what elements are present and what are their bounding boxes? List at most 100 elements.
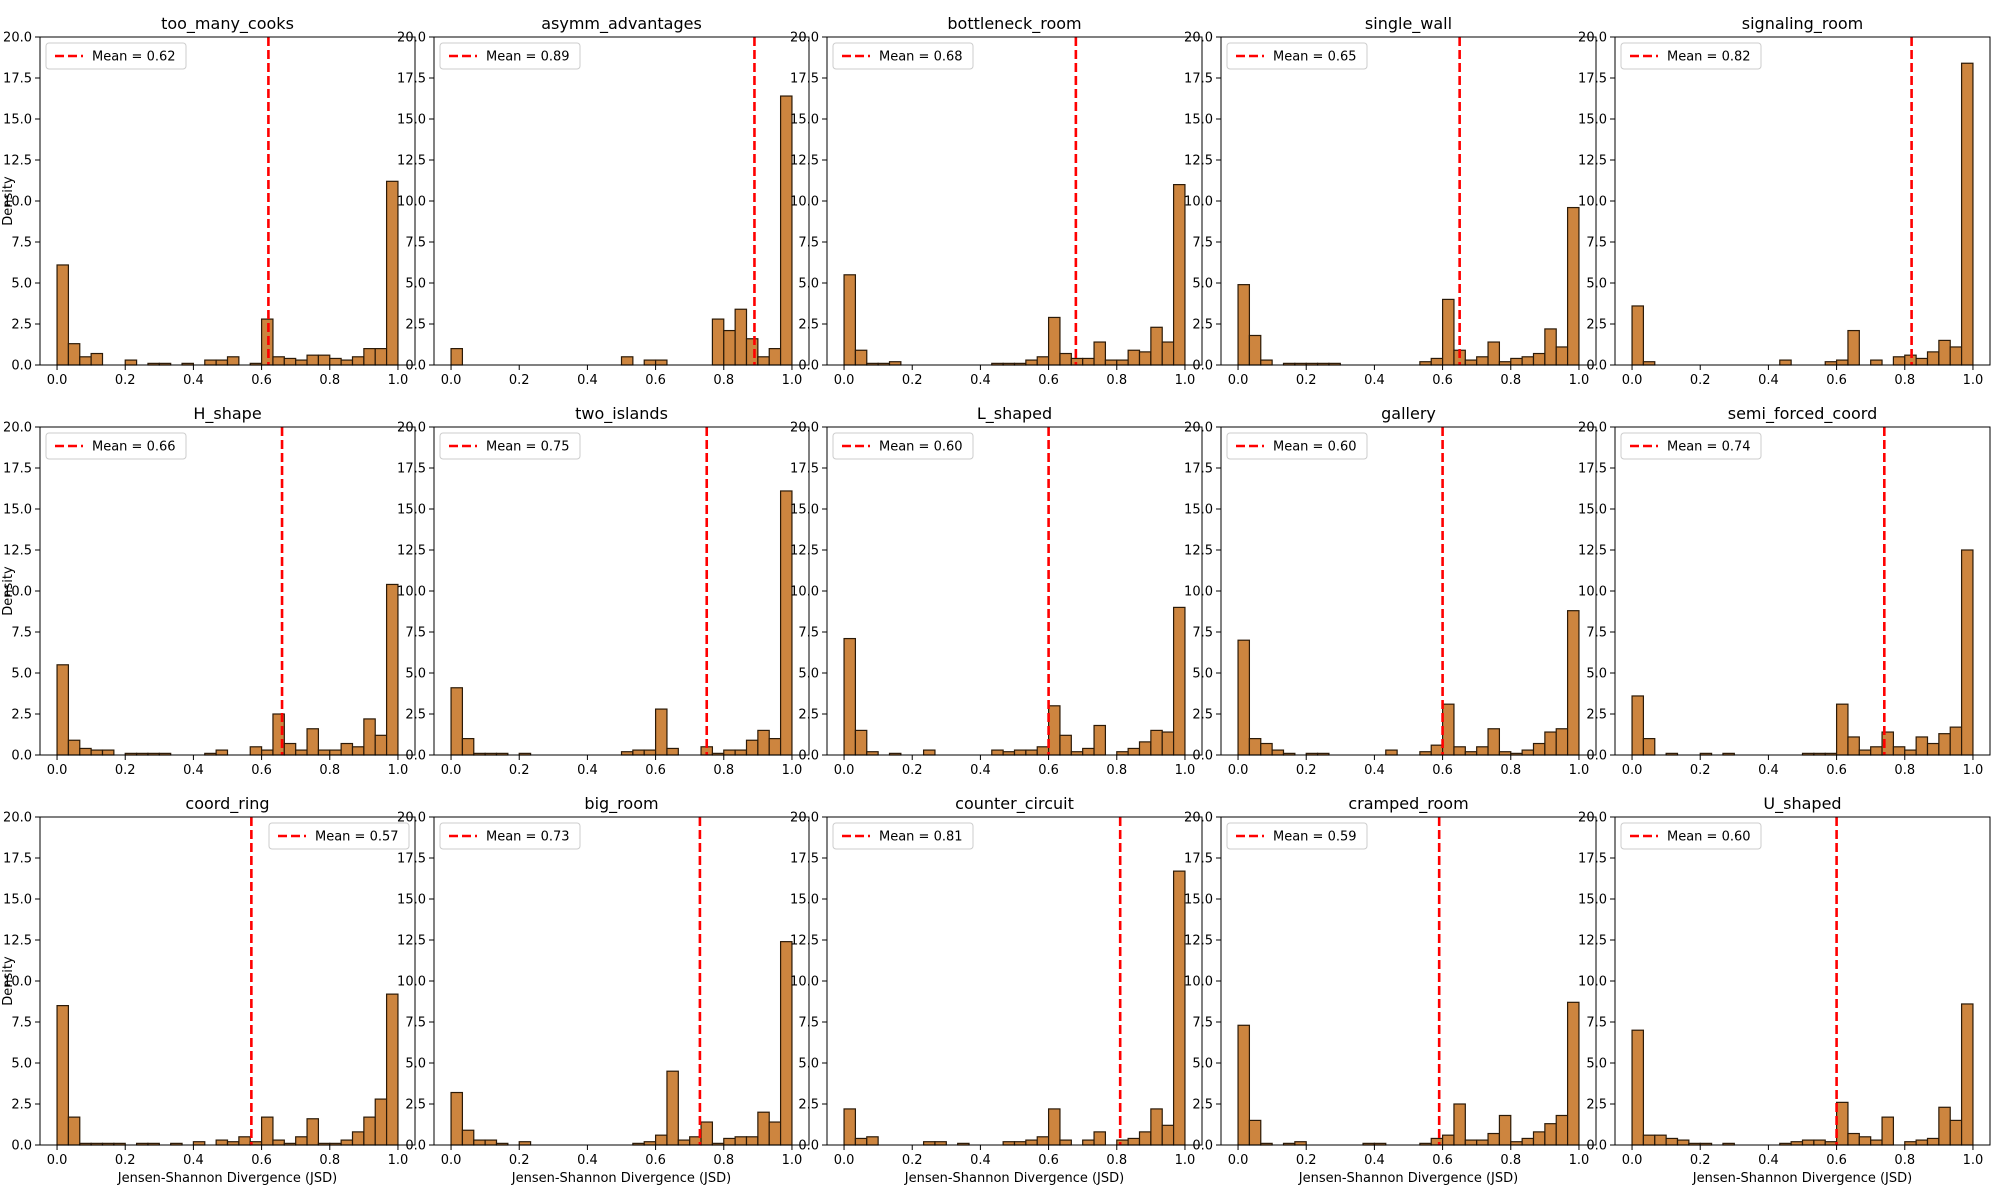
histogram-bar xyxy=(768,737,782,756)
y-tick-label: 15.0 xyxy=(3,113,32,128)
legend-label: Mean = 0.60 xyxy=(879,440,963,455)
histogram-bar xyxy=(1915,1139,1929,1146)
histogram-bar xyxy=(745,739,759,756)
x-tick-label: 0.2 xyxy=(902,1153,923,1168)
x-tick-label: 0.4 xyxy=(1758,373,1779,388)
histogram-bar xyxy=(1938,339,1951,366)
histogram-bar xyxy=(1521,749,1535,756)
subplot-title: two_islands xyxy=(575,404,668,424)
x-tick-label: 1.0 xyxy=(1963,373,1984,388)
x-tick-label: 1.0 xyxy=(1175,373,1196,388)
legend-box xyxy=(1226,822,1368,850)
histogram-bar xyxy=(1801,1139,1815,1146)
histogram-bar xyxy=(1047,316,1061,366)
legend-label: Mean = 0.57 xyxy=(315,830,399,845)
histogram-bar xyxy=(854,729,868,756)
y-tick-label: 20.0 xyxy=(397,31,426,46)
x-tick-label: 1.0 xyxy=(1569,1153,1590,1168)
y-tick-label: 12.5 xyxy=(3,154,32,169)
y-tick-label: 10.0 xyxy=(1578,585,1607,600)
histogram-bar xyxy=(363,1116,376,1146)
x-tick-label: 0.8 xyxy=(1106,373,1127,388)
histogram-bar xyxy=(1870,1139,1883,1146)
x-tick-label: 0.4 xyxy=(1364,763,1385,778)
histogram-bar xyxy=(1926,1137,1940,1146)
y-axis-label: Density xyxy=(1,956,16,1006)
histogram-bar xyxy=(238,1136,251,1146)
histogram-bar xyxy=(1858,1136,1872,1146)
y-tick-label: 17.5 xyxy=(1184,72,1213,87)
histogram-bar xyxy=(1847,1132,1860,1146)
histogram-bar xyxy=(1430,357,1444,366)
y-tick-label: 12.5 xyxy=(1578,544,1607,559)
y-tick-label: 0.0 xyxy=(11,1139,32,1154)
histogram-bar xyxy=(1566,206,1580,366)
histogram-bar xyxy=(1892,356,1906,366)
histogram-bar xyxy=(854,1137,868,1146)
histogram-bar xyxy=(351,356,365,366)
y-tick-label: 5.0 xyxy=(405,1057,426,1072)
histogram-bar xyxy=(1161,1124,1175,1146)
histogram-bar xyxy=(1082,357,1095,366)
y-tick-label: 10.0 xyxy=(1184,585,1213,600)
x-tick-label: 1.0 xyxy=(782,373,803,388)
legend-label: Mean = 0.74 xyxy=(1667,440,1751,455)
histogram-bar xyxy=(757,729,770,756)
histogram-bar xyxy=(1949,1119,1963,1146)
x-tick-label: 0.0 xyxy=(1228,763,1249,778)
y-tick-label: 7.5 xyxy=(1586,626,1607,641)
subplot-title: bottleneck_room xyxy=(947,14,1081,34)
y-tick-label: 15.0 xyxy=(397,113,426,128)
y-tick-label: 5.0 xyxy=(405,277,426,292)
histogram-bar xyxy=(56,1004,70,1146)
histogram-bar xyxy=(1631,695,1645,756)
histogram-bar xyxy=(768,348,782,366)
histogram-bar xyxy=(1025,1139,1038,1146)
x-tick-label: 0.0 xyxy=(834,763,855,778)
histogram-bar xyxy=(1025,749,1038,756)
histogram-bar xyxy=(723,749,736,756)
histogram-bar xyxy=(1847,329,1860,366)
y-tick-label: 10.0 xyxy=(397,975,426,990)
histogram-bar xyxy=(1093,341,1107,366)
histogram-bar xyxy=(1915,736,1929,756)
histogram-bar xyxy=(1127,1137,1141,1146)
axes-frame xyxy=(39,816,416,1146)
histogram-bar xyxy=(1544,328,1557,366)
y-tick-label: 15.0 xyxy=(790,893,819,908)
y-tick-label: 0.0 xyxy=(1192,749,1213,764)
x-tick-label: 0.0 xyxy=(1622,1153,1643,1168)
x-tick-label: 0.6 xyxy=(1826,1153,1847,1168)
histogram-bar xyxy=(249,746,263,756)
histogram-bar xyxy=(1926,742,1940,756)
y-tick-label: 2.5 xyxy=(798,1098,819,1113)
x-tick-label: 0.8 xyxy=(319,373,340,388)
histogram-bar xyxy=(1835,703,1849,756)
x-tick-label: 0.4 xyxy=(577,763,598,778)
x-tick-label: 0.2 xyxy=(1690,1153,1711,1168)
x-tick-label: 1.0 xyxy=(1175,1153,1196,1168)
x-tick-label: 0.2 xyxy=(115,373,136,388)
histogram-bar xyxy=(734,308,748,366)
histogram-bar xyxy=(1059,1139,1072,1146)
histogram-bar xyxy=(843,1108,857,1146)
histogram-bar xyxy=(374,1098,388,1146)
histogram-bar xyxy=(461,737,475,756)
histogram-bar xyxy=(723,1137,736,1146)
y-tick-label: 17.5 xyxy=(790,852,819,867)
y-tick-label: 10.0 xyxy=(1184,975,1213,990)
histogram-bar xyxy=(1915,357,1929,366)
y-tick-label: 5.0 xyxy=(1192,1057,1213,1072)
x-tick-label: 0.4 xyxy=(970,373,991,388)
histogram-bar xyxy=(1960,549,1974,756)
histogram-bar xyxy=(1150,729,1163,756)
histogram-bar xyxy=(272,1139,285,1146)
subplot-title: coord_ring xyxy=(185,794,269,814)
histogram-bar xyxy=(79,356,92,366)
histogram-bar xyxy=(620,356,634,366)
histogram-bar xyxy=(79,747,92,756)
histogram-bar xyxy=(1949,346,1963,366)
histogram-bar xyxy=(1248,1119,1262,1146)
axes-frame xyxy=(433,426,810,756)
axes-frame xyxy=(433,816,810,1146)
